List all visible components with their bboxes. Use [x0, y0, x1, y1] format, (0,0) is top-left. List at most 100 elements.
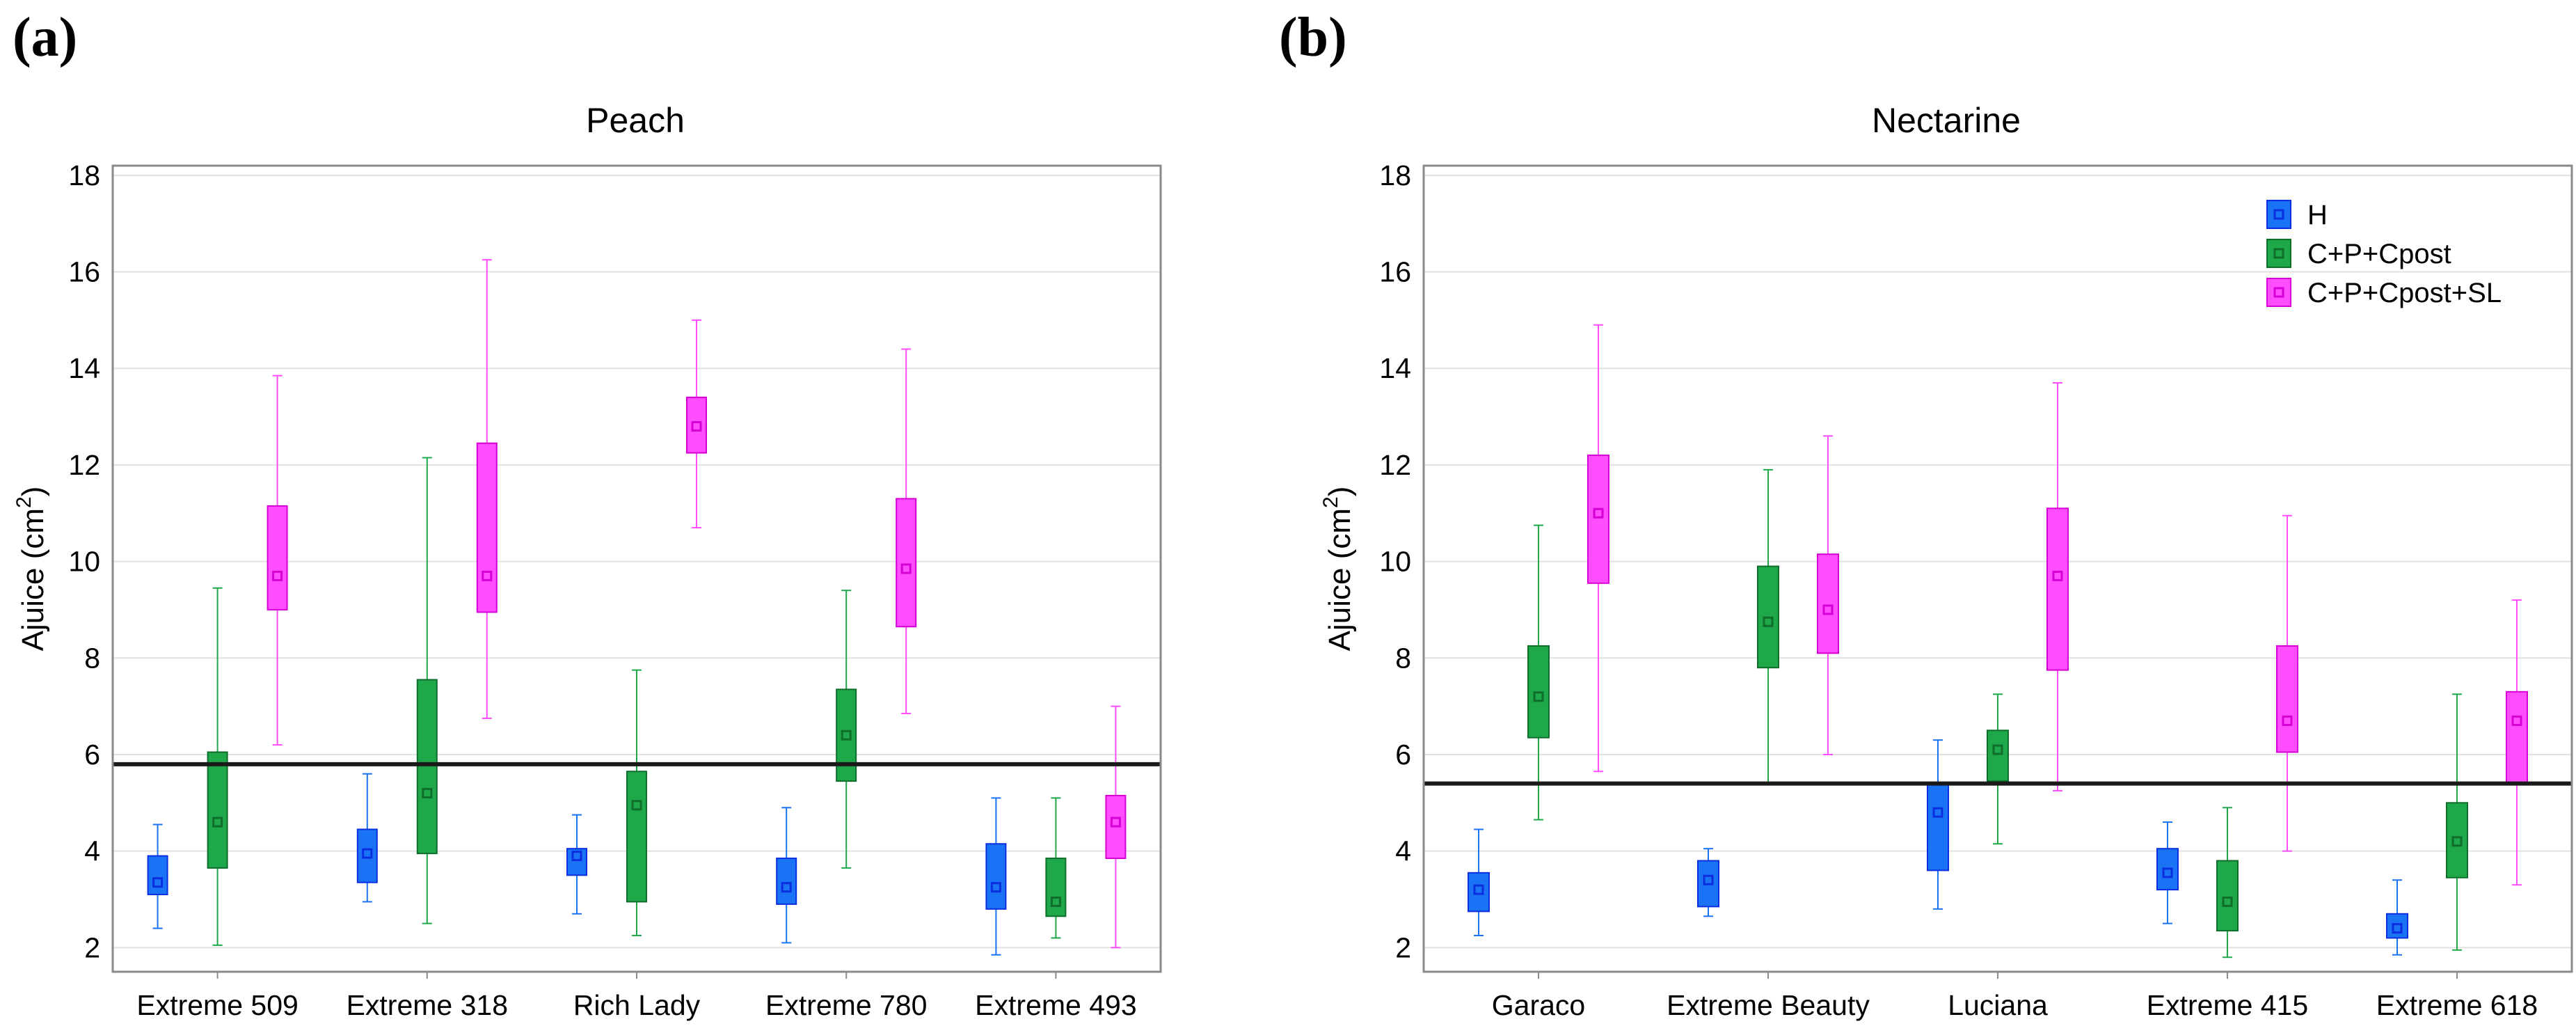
y-tick-label: 2 [84, 931, 100, 963]
median-marker [482, 570, 493, 581]
box-iqr [2156, 848, 2179, 891]
median-marker [900, 563, 912, 574]
median-marker [1932, 807, 1943, 818]
y-axis-label: Ajuice (cm2) [13, 487, 50, 652]
box-iqr [985, 843, 1007, 910]
y-axis-ticks: 2 4 6 8 10 12 14 16 18 [1379, 159, 1411, 963]
median-marker [1703, 874, 1714, 885]
box-c-p-cpost-garaco [1527, 524, 1550, 821]
box-c-p-cpost-extreme-318 [416, 457, 438, 924]
median-marker [2162, 867, 2173, 878]
median-marker [1992, 744, 2003, 755]
box-h-extreme-318 [356, 773, 378, 903]
median-marker [362, 848, 373, 859]
box-h-luciana [1927, 739, 1949, 910]
box-h-rich-lady [566, 814, 587, 915]
legend-label-cpcpost: C+P+Cpost [2307, 239, 2451, 269]
median-marker [1110, 817, 1121, 828]
chart-title: Peach [586, 101, 685, 140]
box-iqr [1045, 858, 1067, 917]
chart-nectarine: Nectarine 2 4 6 8 10 12 14 16 18 Garaco Extreme B… [1319, 101, 2573, 1021]
y-axis-ticks: 2 4 6 8 10 12 14 16 18 [68, 159, 100, 963]
y-tick-label: 8 [84, 642, 100, 674]
y-tick-label: 6 [1395, 739, 1411, 771]
box-c-p-cpost-sl-extreme-780 [896, 348, 917, 715]
box-iqr [2446, 802, 2468, 878]
box-h-extreme-beauty [1697, 848, 1719, 917]
panel-label-b: (b) [1279, 7, 1347, 68]
y-tick-label: 18 [1379, 159, 1411, 191]
x-axis-ticks: Garaco Extreme Beauty Luciana Extreme 415 Ex… [1492, 972, 2538, 1021]
x-tick-label-extreme-618: Extreme 618 [2376, 989, 2538, 1021]
box-iqr [476, 442, 498, 613]
box-iqr [896, 498, 917, 628]
x-tick-label-extreme-780: Extreme 780 [765, 989, 927, 1021]
legend-dot-cpcpost [2273, 248, 2284, 259]
box-iqr [836, 688, 857, 782]
plot-area [113, 259, 1161, 956]
median-marker [422, 787, 433, 798]
box-h-garaco [1468, 828, 1490, 936]
median-marker [2511, 715, 2522, 726]
box-iqr [1817, 553, 1839, 654]
plot-area [1424, 324, 2572, 959]
median-marker [2451, 836, 2463, 847]
x-tick-label-extreme-509: Extreme 509 [136, 989, 298, 1021]
box-iqr [1468, 872, 1490, 913]
x-tick-label-luciana: Luciana [1948, 989, 2048, 1021]
box-c-p-cpost-sl-garaco [1587, 324, 1609, 773]
box-iqr [267, 505, 288, 610]
gridlines [1424, 174, 2572, 949]
legend-swatch-h [2266, 200, 2291, 229]
box-c-p-cpost-sl-extreme-509 [267, 374, 288, 746]
box-iqr [2276, 645, 2298, 753]
box-c-p-cpost-sl-extreme-618 [2506, 599, 2528, 886]
box-iqr [2216, 860, 2239, 932]
box-h-extreme-618 [2386, 879, 2408, 956]
y-tick-label: 10 [68, 546, 100, 578]
x-tick-label-extreme-415: Extreme 415 [2147, 989, 2308, 1021]
median-marker [841, 730, 852, 741]
median-marker [781, 882, 792, 893]
box-h-extreme-415 [2156, 821, 2179, 924]
y-tick-label: 2 [1395, 931, 1411, 963]
median-marker [571, 851, 582, 862]
legend: H C+P+Cpost C+P+Cpost+SL [2266, 200, 2502, 308]
median-marker [2282, 715, 2293, 726]
x-tick-label-extreme-493: Extreme 493 [975, 989, 1136, 1021]
median-marker [1763, 616, 1774, 627]
y-tick-label: 12 [1379, 449, 1411, 481]
box-c-p-cpost-extreme-493 [1045, 797, 1067, 939]
box-c-p-cpost-extreme-780 [836, 590, 857, 869]
box-iqr [566, 848, 587, 876]
median-marker [272, 570, 283, 581]
box-iqr [626, 771, 647, 903]
box-h-extreme-509 [147, 823, 168, 929]
y-tick-label: 4 [84, 835, 100, 867]
median-marker [212, 817, 223, 828]
box-c-p-cpost-extreme-509 [207, 587, 228, 946]
x-tick-label-extreme-318: Extreme 318 [347, 989, 508, 1021]
box-iqr [776, 858, 797, 905]
box-c-p-cpost-rich-lady [626, 669, 647, 936]
median-marker [691, 420, 702, 432]
box-c-p-cpost-extreme-beauty [1757, 468, 1779, 784]
x-tick-label-extreme-beauty: Extreme Beauty [1667, 989, 1870, 1021]
box-iqr [2386, 913, 2408, 939]
median-marker [152, 877, 164, 888]
box-iqr [686, 396, 707, 454]
y-tick-label: 4 [1395, 835, 1411, 867]
median-marker [631, 800, 642, 811]
box-iqr [1697, 860, 1719, 908]
box-iqr [1927, 782, 1949, 872]
box-c-p-cpost-sl-extreme-493 [1105, 705, 1127, 949]
box-c-p-cpost-sl-luciana [2046, 382, 2069, 791]
box-c-p-cpost-sl-extreme-415 [2276, 514, 2298, 852]
y-axis-label: Ajuice (cm2) [1319, 487, 1357, 652]
box-h-extreme-493 [985, 797, 1007, 956]
box-iqr [2506, 691, 2528, 784]
x-axis-ticks: Extreme 509 Extreme 318 Rich Lady Extreme 7… [136, 972, 1137, 1021]
median-marker [2392, 923, 2403, 934]
